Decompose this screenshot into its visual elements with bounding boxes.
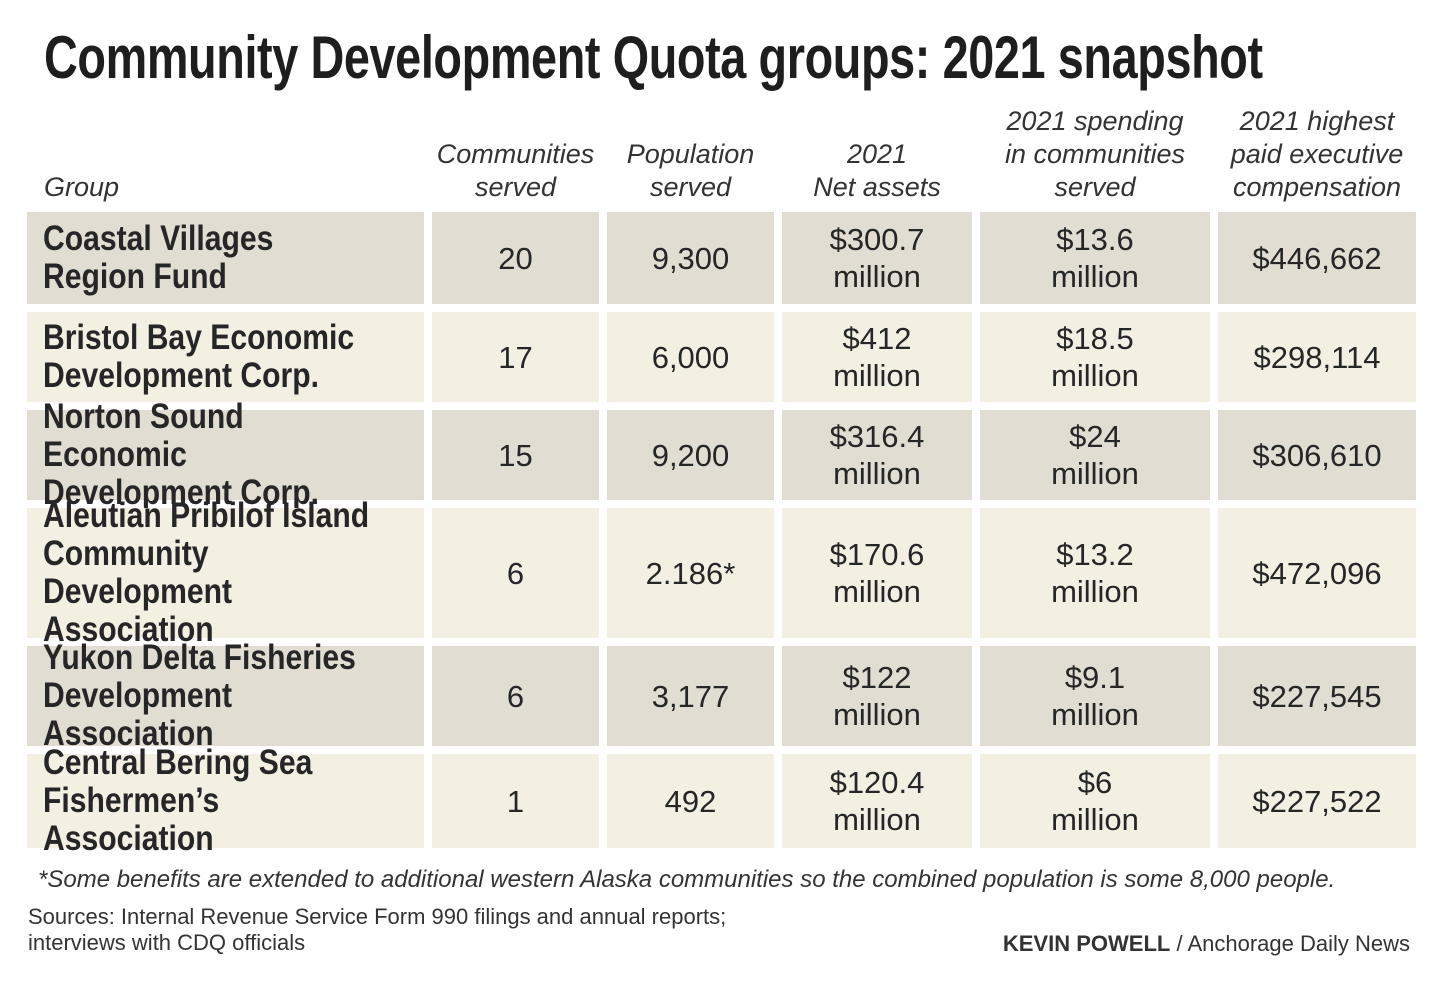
footnote: *Some benefits are extended to additiona… bbox=[38, 866, 1336, 893]
credit-author: KEVIN POWELL bbox=[1002, 931, 1171, 956]
table-cell-compensation: $227,522 bbox=[1218, 754, 1416, 848]
table-cell-compensation: $306,610 bbox=[1218, 410, 1416, 500]
credit-outlet: Anchorage Daily News bbox=[1187, 931, 1410, 956]
group-name: Yukon Delta Fisheries Development Associ… bbox=[43, 638, 356, 753]
table-cell-population: 6,000 bbox=[607, 312, 774, 402]
table-cell-compensation: $298,114 bbox=[1218, 312, 1416, 402]
table-cell-spending: $6 million bbox=[980, 754, 1210, 848]
credit-line: KEVIN POWELL / Anchorage Daily News bbox=[1003, 930, 1410, 958]
table-cell-spending: $24 million bbox=[980, 410, 1210, 500]
table-cell-net-assets: $300.7 million bbox=[782, 212, 972, 304]
table-cell-spending: $18.5 million bbox=[980, 312, 1210, 402]
table-cell-spending: $13.6 million bbox=[980, 212, 1210, 304]
table-cell-compensation: $446,662 bbox=[1218, 212, 1416, 304]
column-header-communities: Communities served bbox=[436, 139, 595, 202]
table-cell-group: Coastal Villages Region Fund bbox=[27, 212, 424, 304]
table-cell-population: 492 bbox=[607, 754, 774, 848]
table-cell-communities: 20 bbox=[432, 212, 599, 304]
table-cell-group: Aleutian Pribilof Island Community Devel… bbox=[27, 497, 424, 649]
table-cell-net-assets: $316.4 million bbox=[782, 410, 972, 500]
table-cell-communities: 1 bbox=[432, 754, 599, 848]
table-cell-group: Norton Sound Economic Development Corp. bbox=[27, 398, 424, 512]
table-cell-population: 9,200 bbox=[607, 410, 774, 500]
table-cell-communities: 15 bbox=[432, 410, 599, 500]
column-header-compensation: 2021 highest paid executive compensation bbox=[1230, 106, 1404, 202]
table-cell-group: Bristol Bay Economic Development Corp. bbox=[27, 312, 424, 402]
table-cell-net-assets: $170.6 million bbox=[782, 508, 972, 638]
table-cell-compensation: $472,096 bbox=[1218, 508, 1416, 638]
column-header-spending: 2021 spending in communities served bbox=[1004, 106, 1186, 202]
table-cell-group: Central Bering Sea Fishermen’s Associati… bbox=[27, 744, 424, 858]
table-cell-net-assets: $412 million bbox=[782, 312, 972, 402]
column-header-population: Population served bbox=[626, 139, 755, 202]
column-header-net-assets: 2021 Net assets bbox=[813, 139, 941, 202]
table-cell-spending: $9.1 million bbox=[980, 646, 1210, 746]
table-cell-spending: $13.2 million bbox=[980, 508, 1210, 638]
table-cell-net-assets: $120.4 million bbox=[782, 754, 972, 848]
sources-note: Sources: Internal Revenue Service Form 9… bbox=[28, 904, 727, 955]
credit-separator: / bbox=[1170, 931, 1188, 956]
table-cell-compensation: $227,545 bbox=[1218, 646, 1416, 746]
page-title: Community Development Quota groups: 2021… bbox=[44, 24, 1263, 91]
table-cell-communities: 6 bbox=[432, 508, 599, 638]
table-cell-communities: 6 bbox=[432, 646, 599, 746]
group-name: Central Bering Sea Fishermen’s Associati… bbox=[43, 743, 313, 858]
table-cell-group: Yukon Delta Fisheries Development Associ… bbox=[27, 639, 424, 753]
table-cell-population: 2.186* bbox=[607, 508, 774, 638]
group-name: Bristol Bay Economic Development Corp. bbox=[43, 318, 355, 395]
group-name: Coastal Villages Region Fund bbox=[43, 219, 274, 296]
table-cell-population: 3,177 bbox=[607, 646, 774, 746]
column-header-group: Group bbox=[44, 172, 120, 202]
table-cell-communities: 17 bbox=[432, 312, 599, 402]
table-cell-population: 9,300 bbox=[607, 212, 774, 304]
table-cell-net-assets: $122 million bbox=[782, 646, 972, 746]
group-name: Aleutian Pribilof Island Community Devel… bbox=[43, 496, 370, 649]
group-name: Norton Sound Economic Development Corp. bbox=[43, 397, 319, 512]
